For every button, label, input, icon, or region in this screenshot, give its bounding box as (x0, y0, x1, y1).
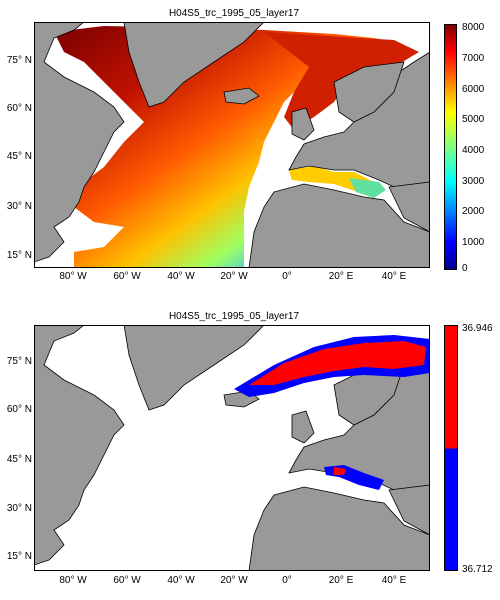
panel1-lon-20e: 20° E (328, 271, 354, 282)
panel2-lon-40e: 40° E (381, 575, 407, 586)
panel2-land-africa (248, 486, 430, 571)
panel1-data-field (54, 26, 394, 268)
panel2-lon-80w: 80° W (59, 575, 87, 586)
panel1-med-east-field (349, 178, 386, 198)
panel1-lon-40e: 40° E (381, 271, 407, 282)
panel1-land-north-america (34, 22, 125, 263)
panel1-land-iceland (223, 87, 260, 105)
panel2-land-greenland (123, 325, 265, 411)
panel1-lon-60w: 60° W (113, 271, 141, 282)
panel1-lon-40w: 40° W (167, 271, 195, 282)
panel2-lat-45: 45° N (6, 454, 32, 465)
panel1-land-uk (291, 107, 315, 141)
panel1-lat-75: 75° N (6, 55, 32, 66)
panel1-cb-3000: 3000 (462, 176, 485, 187)
panel1-cb-4000: 4000 (462, 145, 485, 156)
panel1-lat-15: 15° N (6, 250, 32, 261)
panel2-title: H04S5_trc_1995_05_layer17 (168, 311, 300, 322)
panel1-cb-0: 0 (462, 263, 468, 274)
panel1-lon-0: 0° (282, 271, 292, 282)
panel2-lon-20w: 20° W (220, 575, 248, 586)
panel1-cb-2000: 2000 (462, 206, 485, 217)
panel1-cb-1000: 1000 (462, 237, 485, 248)
panel2-north-band-red (249, 341, 426, 385)
panel2-colorbar-red (444, 325, 458, 449)
panel2-colorbar-blue (444, 448, 458, 571)
panel2-lon-40w: 40° W (167, 575, 195, 586)
panel2-land-uk (291, 410, 315, 444)
panel1-lat-45: 45° N (6, 151, 32, 162)
panel2-lon-0: 0° (282, 575, 292, 586)
panel2-cb-top: 36.946 (462, 323, 493, 334)
panel1-colorbar (444, 24, 457, 270)
panel1-land-scandinavia (333, 61, 405, 123)
panel2-map (34, 325, 430, 571)
panel2-map-svg (34, 325, 430, 571)
panel2-lon-20e: 20° E (328, 575, 354, 586)
panel2-lat-30: 30° N (6, 503, 32, 514)
panel1-lat-60: 60° N (6, 103, 32, 114)
panel1-cb-6000: 6000 (462, 84, 485, 95)
panel1-land-africa (248, 183, 430, 268)
panel2-lon-60w: 60° W (113, 575, 141, 586)
panel1-cb-8000: 8000 (462, 22, 485, 33)
panel2-med-red (334, 467, 346, 475)
panel1-land-greenland (123, 22, 265, 108)
panel2-colorbar (444, 325, 458, 571)
panel2-cb-bottom: 36.712 (462, 564, 493, 575)
panel2-land-arabia (388, 484, 430, 536)
panel1-lon-20w: 20° W (220, 271, 248, 282)
panel2-lat-15: 15° N (6, 551, 32, 562)
panel2-lat-60: 60° N (6, 404, 32, 415)
panel1-cb-7000: 7000 (462, 53, 485, 64)
panel1-cb-5000: 5000 (462, 114, 485, 125)
panel1-title: H04S5_trc_1995_05_layer17 (168, 8, 300, 19)
panel2-land-north-america (34, 325, 125, 566)
panel1-map-svg (34, 22, 430, 268)
panel1-map (34, 22, 430, 268)
panel1-lon-80w: 80° W (59, 271, 87, 282)
panel2-lat-75: 75° N (6, 356, 32, 367)
panel1-land-arabia (388, 181, 430, 233)
panel1-lat-30: 30° N (6, 201, 32, 212)
